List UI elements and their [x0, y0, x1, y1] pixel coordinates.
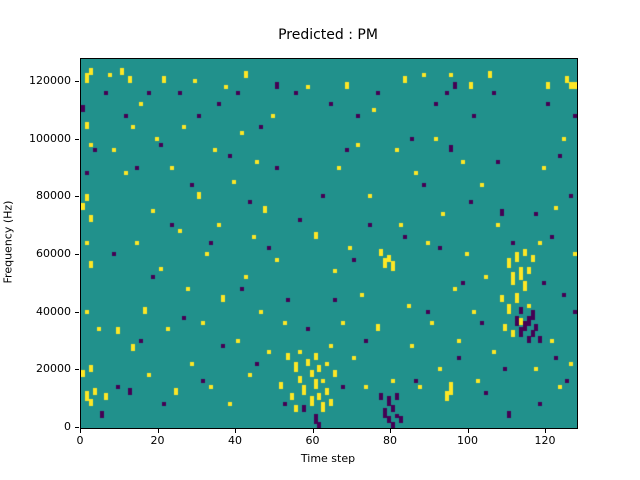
x-tick-label: 100 — [457, 434, 478, 447]
x-tick-mark — [157, 429, 159, 433]
y-tick-mark — [75, 311, 79, 313]
x-tick-label: 0 — [76, 434, 84, 447]
x-tick-mark — [390, 429, 391, 433]
x-tick-label: 20 — [150, 434, 165, 447]
y-tick-label: 20000 — [36, 362, 71, 376]
y-tick-label: 40000 — [36, 304, 71, 318]
x-tick-label: 60 — [305, 434, 320, 447]
y-tick-label: 0 — [64, 420, 71, 433]
chart-title: Predicted : PM — [278, 27, 378, 43]
y-tick-mark — [75, 254, 79, 256]
x-tick-mark — [545, 429, 546, 433]
x-tick-label: 120 — [534, 434, 556, 447]
y-tick-mark — [75, 427, 79, 428]
plot-area — [80, 58, 578, 429]
x-tick-label: 40 — [228, 434, 242, 447]
y-tick-label: 60000 — [36, 247, 71, 261]
y-tick-mark — [75, 196, 79, 198]
x-tick-mark — [80, 429, 81, 433]
x-tick-mark — [235, 429, 236, 433]
y-tick-mark — [75, 138, 79, 140]
x-tick-label: 80 — [383, 434, 397, 447]
y-tick-label: 120000 — [29, 74, 71, 88]
x-tick-mark — [312, 429, 314, 433]
y-axis-label: Frequency (Hz) — [1, 200, 15, 284]
heatmap-canvas — [81, 59, 577, 428]
y-tick-label: 100000 — [29, 131, 71, 145]
x-axis-label: Time step — [300, 452, 356, 465]
x-tick-mark — [467, 429, 469, 433]
y-tick-mark — [75, 369, 79, 371]
y-tick-label: 80000 — [36, 189, 71, 203]
y-tick-mark — [75, 81, 79, 83]
